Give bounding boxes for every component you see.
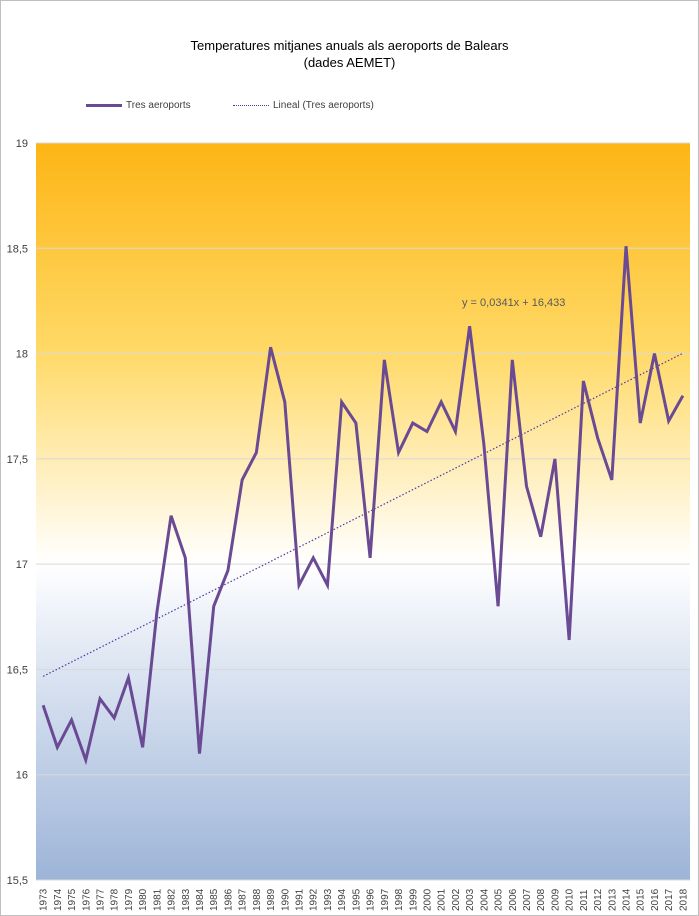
x-tick-label: 2014 (622, 888, 633, 911)
x-tick-label: 1998 (394, 888, 405, 911)
trendline (42, 352, 684, 677)
series-line-tres-aeroports (41, 246, 685, 766)
series-layer (41, 246, 685, 766)
y-tick-label: 18,5 (7, 243, 28, 255)
x-tick-label: 1978 (110, 888, 121, 911)
y-axis-tick-labels: 15,5 16 16,5 17 17,5 18 18,5 19 (7, 138, 28, 887)
x-tick-label: 1994 (337, 888, 348, 911)
x-tick-label: 2015 (636, 888, 647, 911)
x-tick-label: 2002 (451, 888, 462, 911)
x-tick-label: 2016 (650, 888, 661, 911)
x-tick-label: 1986 (223, 888, 234, 911)
gridlines (36, 142, 690, 881)
x-tick-label: 2008 (536, 888, 547, 911)
y-tick-label: 18 (16, 349, 28, 361)
x-tick-label: 1985 (209, 888, 220, 911)
legend-swatch-solid-line (86, 104, 122, 107)
x-tick-label: 1984 (195, 888, 206, 911)
x-tick-label: 1980 (138, 888, 149, 911)
x-tick-label: 2018 (678, 888, 689, 911)
x-tick-label: 2006 (508, 888, 519, 911)
y-tick-label: 17,5 (7, 454, 28, 466)
x-tick-label: 1996 (366, 888, 377, 911)
plot-area-background (36, 143, 690, 880)
x-tick-label: 1995 (351, 888, 362, 911)
x-tick-label: 1977 (95, 888, 106, 911)
x-tick-label: 2012 (593, 888, 604, 911)
x-tick-label: 2013 (607, 888, 618, 911)
x-tick-label: 1997 (380, 888, 391, 911)
x-tick-label: 1982 (167, 888, 178, 911)
x-tick-label: 2000 (422, 888, 433, 911)
x-tick-label: 1987 (238, 888, 249, 911)
x-tick-label: 2001 (437, 888, 448, 911)
x-tick-label: 2007 (522, 888, 533, 911)
x-tick-label: 1983 (181, 888, 192, 911)
annotation-layer: y = 0,0341x + 16,433 (462, 297, 565, 309)
x-tick-label: 2010 (565, 888, 576, 911)
x-tick-label: 1975 (67, 888, 78, 911)
x-tick-label: 1988 (252, 888, 263, 911)
y-tick-label: 16,5 (7, 664, 28, 676)
x-tick-label: 1979 (124, 888, 135, 911)
x-tick-label: 2004 (479, 888, 490, 911)
y-tick-label: 16 (16, 770, 28, 782)
x-tick-label: 1990 (280, 888, 291, 911)
chart-subtitle: (dades AEMET) (303, 55, 396, 70)
legend-label-lineal: Lineal (Tres aeroports) (273, 100, 374, 111)
x-tick-label: 1974 (53, 888, 64, 911)
legend-item-tres-aeroports: Tres aeroports (86, 100, 191, 111)
y-tick-label: 15,5 (7, 875, 28, 887)
legend-item-lineal: Lineal (Tres aeroports) (233, 100, 374, 111)
x-tick-label: 1981 (152, 888, 163, 911)
legend-label-tres-aeroports: Tres aeroports (126, 100, 191, 111)
x-tick-label: 1999 (408, 888, 419, 911)
x-tick-label: 1973 (39, 888, 50, 911)
y-tick-label: 19 (16, 138, 28, 150)
x-tick-label: 1991 (295, 888, 306, 911)
x-tick-label: 1992 (309, 888, 320, 911)
legend-swatch-dotted-line (233, 105, 269, 106)
x-tick-label: 1993 (323, 888, 334, 911)
trendline-equation-label: y = 0,0341x + 16,433 (462, 297, 565, 309)
x-tick-label: 2003 (465, 888, 476, 911)
trendline-layer (42, 352, 684, 677)
x-tick-label: 2005 (494, 888, 505, 911)
chart-title: Temperatures mitjanes anuals als aeropor… (190, 38, 509, 53)
x-tick-label: 2011 (579, 889, 590, 911)
x-tick-label: 1976 (81, 888, 92, 911)
x-tick-label: 2017 (664, 888, 675, 911)
x-tick-label: 1989 (266, 888, 277, 911)
x-axis-tick-labels: 1973 1974 1975 1976 1977 1978 1979 1980 1981 1982… (39, 888, 690, 911)
x-tick-label: 2009 (550, 888, 561, 911)
y-tick-label: 17 (16, 559, 28, 571)
